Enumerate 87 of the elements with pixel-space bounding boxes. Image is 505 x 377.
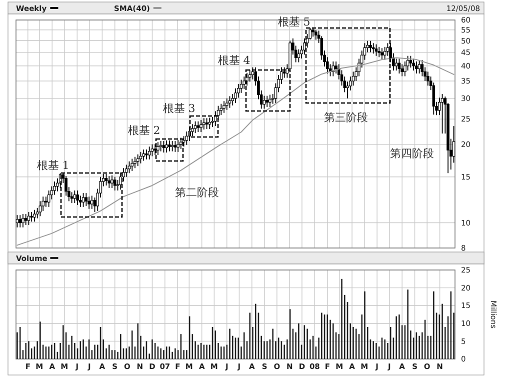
annotation: 根基 3 (162, 102, 196, 115)
annotation: 第三阶段 (324, 110, 368, 124)
candlestick (374, 44, 378, 56)
candlestick (191, 124, 194, 137)
candlestick (202, 118, 206, 130)
candlestick (38, 200, 42, 217)
candlestick (297, 48, 300, 63)
candlestick (369, 40, 372, 53)
candlestick (44, 196, 48, 208)
candlestick (242, 76, 246, 90)
candlestick (22, 214, 24, 228)
candlestick (145, 149, 148, 160)
candlestick (234, 88, 237, 104)
candlestick (82, 192, 85, 208)
candlestick (380, 48, 384, 60)
candlestick (24, 214, 28, 226)
annotation: 第二阶段 (175, 186, 219, 199)
candlestick (84, 192, 88, 206)
candlestick (182, 136, 186, 148)
candlestick (30, 212, 33, 222)
candlestick (415, 60, 418, 74)
candlestick (200, 120, 202, 132)
candlestick (150, 144, 154, 157)
candlestick (76, 190, 79, 206)
annotation: 根基 4 (218, 54, 250, 67)
candlestick (73, 190, 76, 204)
candlestick (266, 95, 268, 108)
candlestick (282, 66, 286, 78)
candlestick (394, 58, 398, 71)
candlestick (47, 190, 50, 208)
candlestick (90, 195, 94, 210)
line-series (16, 57, 454, 246)
candlestick (196, 120, 200, 132)
candlestick (194, 120, 197, 134)
annotation: 第四阶段 (390, 146, 434, 160)
candlestick (53, 181, 56, 196)
candlestick (225, 98, 228, 110)
candlestick (409, 55, 412, 68)
candlestick (383, 46, 386, 60)
candlestick (27, 212, 30, 226)
candlestick (228, 96, 232, 108)
candlestick (332, 60, 335, 77)
candlestick (165, 140, 168, 153)
candlestick (113, 176, 116, 191)
candlestick (148, 146, 151, 160)
candlestick (208, 117, 212, 130)
candlestick (108, 176, 111, 188)
candlestick (33, 209, 36, 222)
candlestick (142, 149, 145, 162)
candlestick (248, 70, 252, 82)
candlestick (130, 158, 134, 172)
candlestick (352, 71, 355, 86)
candlestick (159, 140, 162, 152)
candlestick (104, 173, 108, 186)
candlestick (246, 72, 248, 86)
annotation: 根基 2 (128, 124, 160, 137)
candlestick (168, 140, 171, 152)
candlestick (205, 118, 208, 130)
candlestick (180, 137, 182, 150)
candlestick (303, 38, 306, 56)
candlestick (262, 95, 266, 110)
candlestick (110, 174, 114, 188)
candlestick (18, 214, 22, 228)
candlestick (378, 46, 380, 58)
candlestick (222, 100, 226, 114)
candlestick (134, 156, 136, 169)
candlestick (440, 94, 444, 134)
candlestick (88, 196, 90, 210)
candlestick (251, 66, 254, 80)
candlestick (220, 103, 223, 116)
candlestick (162, 140, 166, 153)
annotation: 根基 1 (36, 158, 70, 172)
candlestick (174, 140, 177, 152)
candlestick (420, 60, 424, 77)
candlestick (16, 214, 19, 228)
candlestick (170, 140, 174, 152)
candlestick (418, 60, 421, 74)
candlestick (314, 29, 318, 40)
candlestick (119, 172, 122, 190)
candlestick (426, 71, 430, 86)
candlestick (176, 139, 180, 152)
candlestick (156, 142, 160, 156)
candlestick (124, 164, 128, 178)
candlestick (268, 94, 272, 108)
candlestick (154, 144, 156, 156)
candlestick (372, 42, 375, 54)
candlestick (136, 154, 140, 167)
